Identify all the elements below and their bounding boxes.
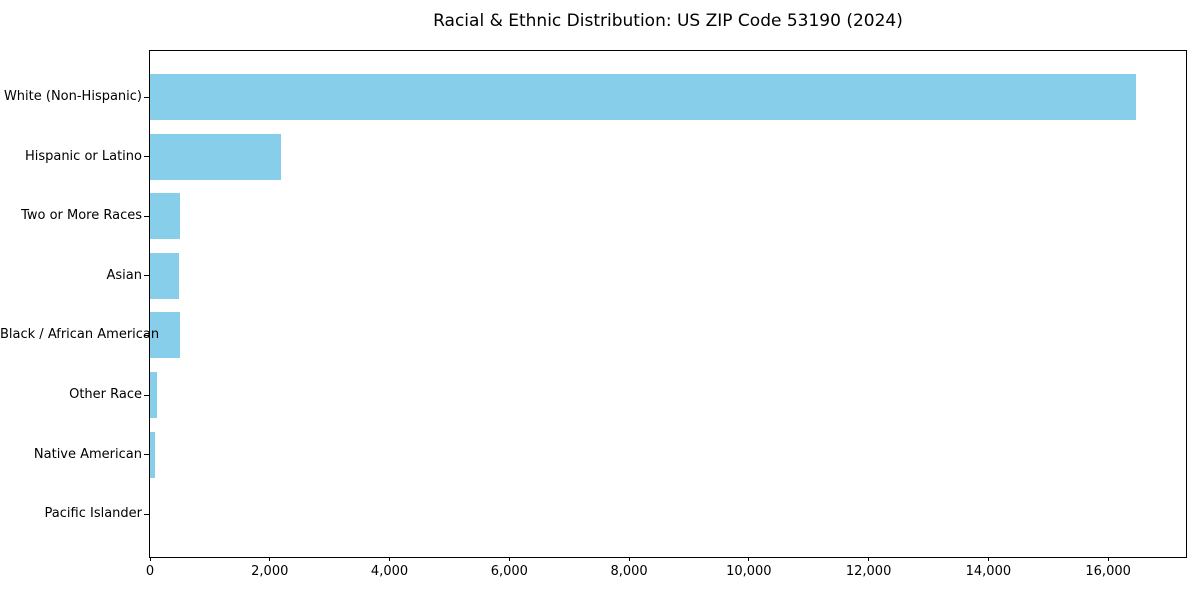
- bar: [150, 312, 180, 359]
- bar: [150, 431, 156, 478]
- x-tick-label: 8,000: [610, 564, 648, 579]
- bar: [150, 193, 180, 240]
- x-tick-mark: [868, 557, 870, 561]
- y-tick-mark: [144, 334, 149, 336]
- x-tick-label: 4,000: [370, 564, 409, 579]
- bar: [150, 133, 281, 180]
- y-axis-label: Asian: [106, 267, 142, 283]
- y-axis-label: Other Race: [69, 387, 142, 402]
- y-tick-mark: [144, 454, 149, 456]
- x-tick-label: 2,000: [251, 564, 289, 579]
- y-axis-label: Black / African American: [0, 327, 160, 343]
- x-tick-label: 0: [145, 564, 155, 579]
- x-tick-mark: [149, 557, 151, 561]
- x-tick-mark: [748, 557, 750, 561]
- y-tick-mark: [144, 215, 149, 217]
- bar: [150, 74, 1137, 120]
- x-tick-mark: [628, 557, 630, 561]
- y-tick-mark: [144, 275, 149, 277]
- x-tick-mark: [269, 557, 271, 561]
- y-tick-mark: [144, 156, 149, 158]
- x-tick-label: 12,000: [845, 564, 892, 579]
- x-tick-mark: [1107, 557, 1109, 561]
- y-tick-mark: [144, 513, 149, 515]
- plot-area: [144, 50, 1187, 561]
- x-tick-mark: [389, 557, 391, 561]
- x-tick-label: 10,000: [726, 564, 772, 579]
- y-axis-label: Native American: [33, 446, 142, 462]
- y-axis-label: White (Non-Hispanic): [3, 89, 142, 104]
- x-tick-label: 6,000: [490, 564, 528, 579]
- x-tick-label: 16,000: [1085, 564, 1131, 579]
- y-axis-label: Two or More Races: [21, 208, 142, 224]
- y-axis-label: Pacific Islander: [44, 506, 142, 522]
- x-tick-mark: [987, 557, 989, 561]
- bar: [150, 252, 179, 299]
- chart-title: Racial & Ethnic Distribution: US ZIP Cod…: [433, 11, 903, 31]
- x-tick-label: 14,000: [965, 564, 1012, 579]
- y-axis-label: Hispanic or Latino: [24, 148, 142, 164]
- bar: [150, 372, 158, 418]
- x-tick-mark: [508, 557, 510, 561]
- y-tick-mark: [144, 96, 149, 98]
- y-tick-mark: [144, 394, 149, 396]
